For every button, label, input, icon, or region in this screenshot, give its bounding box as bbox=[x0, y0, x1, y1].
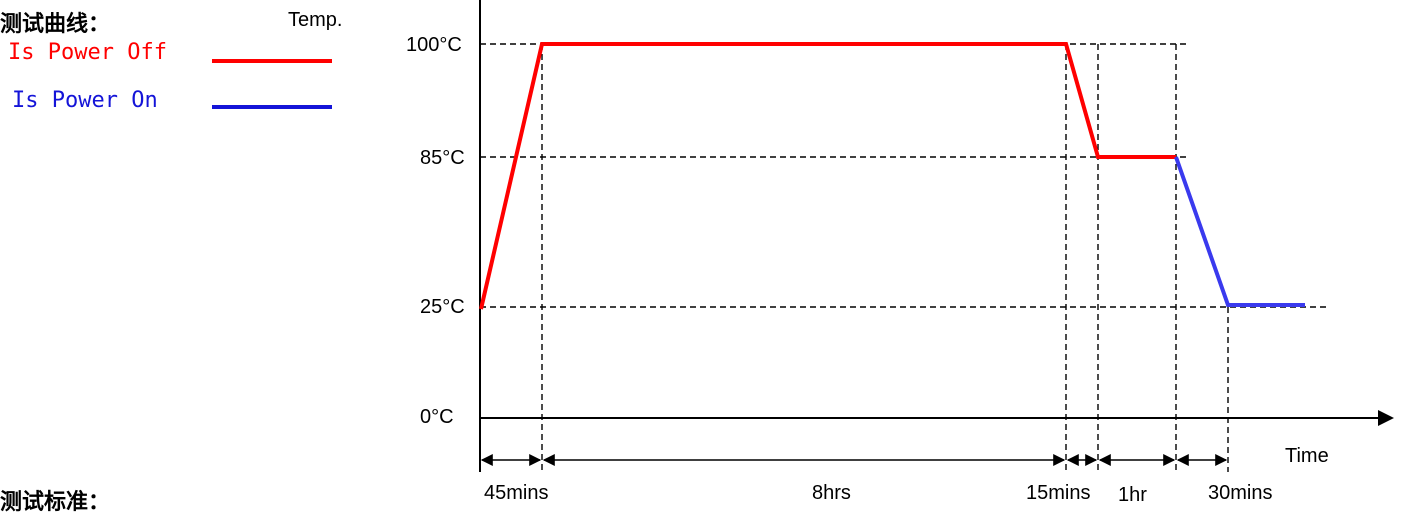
phase-1hr-label: 1hr bbox=[1118, 484, 1147, 503]
power-on-curve bbox=[1174, 156, 1305, 307]
y-tick-25: 25°C bbox=[420, 296, 465, 318]
y-tick-0: 0°C bbox=[420, 406, 454, 428]
legend-power-on-label: Is Power On bbox=[12, 88, 158, 113]
test-curve-heading: 测试曲线： bbox=[0, 12, 111, 37]
legend-power-off-swatch bbox=[212, 59, 332, 63]
legend-power-off-label: Is Power Off bbox=[8, 40, 167, 65]
y-tick-100: 100°C bbox=[406, 34, 462, 56]
temperature-profile-diagram: Temp. Time 100°C 85°C 25°C 0°C 45mins 8h… bbox=[288, 0, 1394, 503]
x-axis-title: Time bbox=[1285, 445, 1329, 467]
y-tick-85: 85°C bbox=[420, 147, 465, 169]
phase-30min-label: 30mins bbox=[1208, 482, 1272, 503]
legend-power-on-swatch bbox=[212, 105, 332, 109]
y-axis-title: Temp. bbox=[288, 9, 342, 31]
phase-45min-label: 45mins bbox=[484, 482, 548, 503]
x-axis-arrow bbox=[1378, 410, 1394, 426]
power-off-curve bbox=[479, 42, 1176, 310]
phase-15min-label: 15mins bbox=[1026, 482, 1090, 503]
phase-8hrs-label: 8hrs bbox=[812, 482, 851, 503]
